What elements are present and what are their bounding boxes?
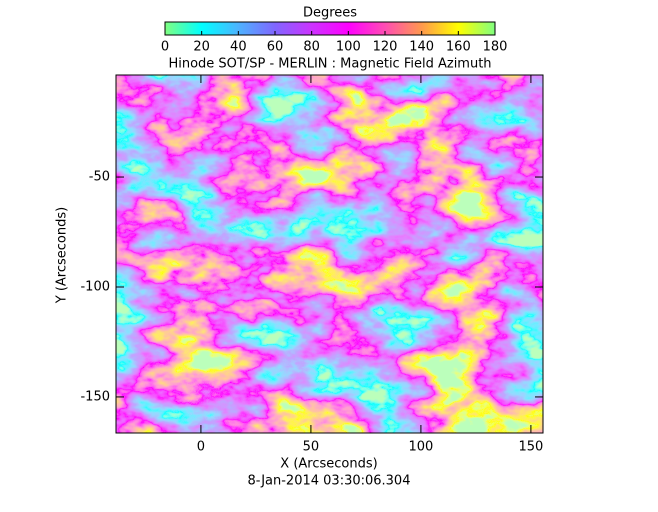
y-tick-label: -100: [80, 279, 110, 294]
x-tick-label: 50: [303, 440, 320, 455]
colorbar-tick-label: 140: [409, 40, 434, 55]
colorbar-tick-label: 60: [267, 40, 284, 55]
colorbar-tick-label: 160: [446, 40, 471, 55]
colorbar-label: Degrees: [303, 6, 357, 21]
plot-frame: [115, 74, 544, 434]
x-tick-label: 100: [408, 440, 433, 455]
colorbar-tick-label: 40: [230, 40, 247, 55]
y-axis-label: Y (Arcseconds): [55, 207, 70, 304]
colorbar-tick-label: 120: [373, 40, 398, 55]
colorbar-tick-label: 20: [193, 40, 210, 55]
colorbar: [164, 21, 496, 36]
chart-title: Hinode SOT/SP - MERLIN : Magnetic Field …: [168, 57, 491, 72]
date-label: 8-Jan-2014 03:30:06.304: [248, 474, 411, 489]
x-axis-label: X (Arcseconds): [280, 457, 377, 472]
x-tick-label: 0: [197, 440, 205, 455]
y-tick-label: -150: [80, 389, 110, 404]
colorbar-tick-label: 100: [336, 40, 361, 55]
x-tick-label: 150: [518, 440, 543, 455]
colorbar-tick-label: 80: [303, 40, 320, 55]
colorbar-tick-label: 0: [161, 40, 169, 55]
azimuth-image: [116, 75, 543, 433]
y-tick-label: -50: [89, 170, 110, 185]
colorbar-tick-label: 180: [483, 40, 508, 55]
